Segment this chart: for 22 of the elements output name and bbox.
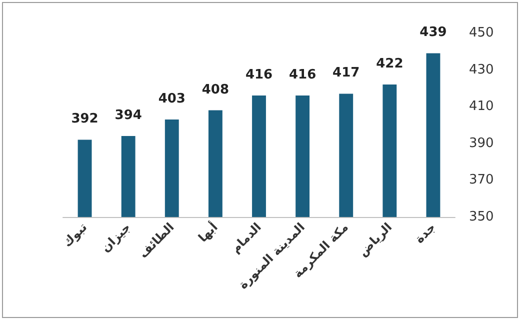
data-label: 392 <box>71 112 98 127</box>
data-label: 394 <box>114 108 142 124</box>
x-tick-label: جدة <box>412 220 438 246</box>
data-label: 403 <box>158 91 186 106</box>
data-label: 416 <box>245 68 273 83</box>
data-label: 422 <box>376 56 404 72</box>
y-tick-label: 430 <box>469 62 494 78</box>
y-tick-label: 350 <box>469 210 494 224</box>
data-label: 408 <box>202 82 230 98</box>
y-tick-label: 410 <box>469 99 494 114</box>
x-tick-label: تبوك <box>60 220 90 250</box>
x-tick-label: أبها <box>194 219 220 245</box>
data-label: 439 <box>420 25 447 40</box>
y-tick-label: 370 <box>469 172 494 188</box>
data-label: 416 <box>288 68 316 83</box>
x-tick-label: جيزان <box>98 220 134 255</box>
data-label: 417 <box>332 66 360 81</box>
x-tick-label: الرياض <box>356 220 395 260</box>
y-tick-label: 390 <box>469 136 494 151</box>
x-tick-label: الطائف <box>136 220 177 261</box>
y-tick-label: 450 <box>469 26 494 40</box>
x-tick-label: الدمام <box>228 220 264 256</box>
